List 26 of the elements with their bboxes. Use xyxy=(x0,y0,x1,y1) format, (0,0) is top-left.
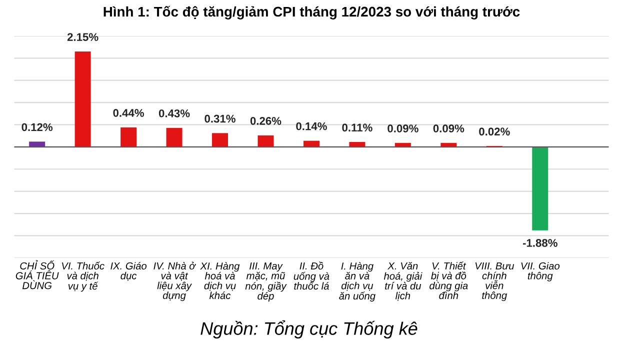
data-label: 0.31% xyxy=(204,114,236,123)
data-label: 0.43% xyxy=(158,109,190,118)
x-tick-label: VI. Thuốc và dịch vụ y tế xyxy=(62,262,104,292)
data-label: 0.11% xyxy=(342,124,372,132)
x-tick-label: II. Đồ uống và thuốc lá xyxy=(294,262,330,290)
chart-title: Hình 1: Tốc độ tăng/giảm CPI tháng 12/2023 so với tháng trước xyxy=(104,6,520,20)
x-tick-label: VIII. Bưu chính viễn thông xyxy=(475,262,514,302)
data-label: 0.09% xyxy=(388,124,418,132)
x-tick-label: X. Văn hoá, giải trí và du lịch xyxy=(384,262,422,301)
data-label: 0.09% xyxy=(433,124,464,132)
data-label: 0.44% xyxy=(113,109,144,117)
data-label: 0.12% xyxy=(22,123,53,132)
data-label: 0.02% xyxy=(479,128,510,136)
x-tick-label: I. Hàng ăn và dịch vụ ăn uống xyxy=(339,262,376,302)
x-tick-label: XI. Hàng hoá và dịch vụ khác xyxy=(200,262,240,300)
data-label: 2.15% xyxy=(67,33,98,41)
text: Nguồn: Tổng cục Thống kê xyxy=(200,320,418,339)
x-tick-label: III. May mặc, mũ nón, giầy dép xyxy=(245,262,287,302)
data-label: 0.14% xyxy=(296,122,327,130)
x-tick-label: V. Thiết bị và đồ dùng gia đình xyxy=(430,262,468,300)
x-tick-label: IX. Giáo dục xyxy=(110,262,147,281)
x-tick-label: CHỈ SỐ GIÁ TIÊU DÙNG xyxy=(16,260,59,290)
data-label: -1.88% xyxy=(522,239,558,247)
x-tick-label: IV. Nhà ở và vật liệu xây dựng xyxy=(154,262,196,302)
x-tick-label: VII. Giao thông xyxy=(521,262,560,282)
data-label: 0.26% xyxy=(250,116,282,125)
